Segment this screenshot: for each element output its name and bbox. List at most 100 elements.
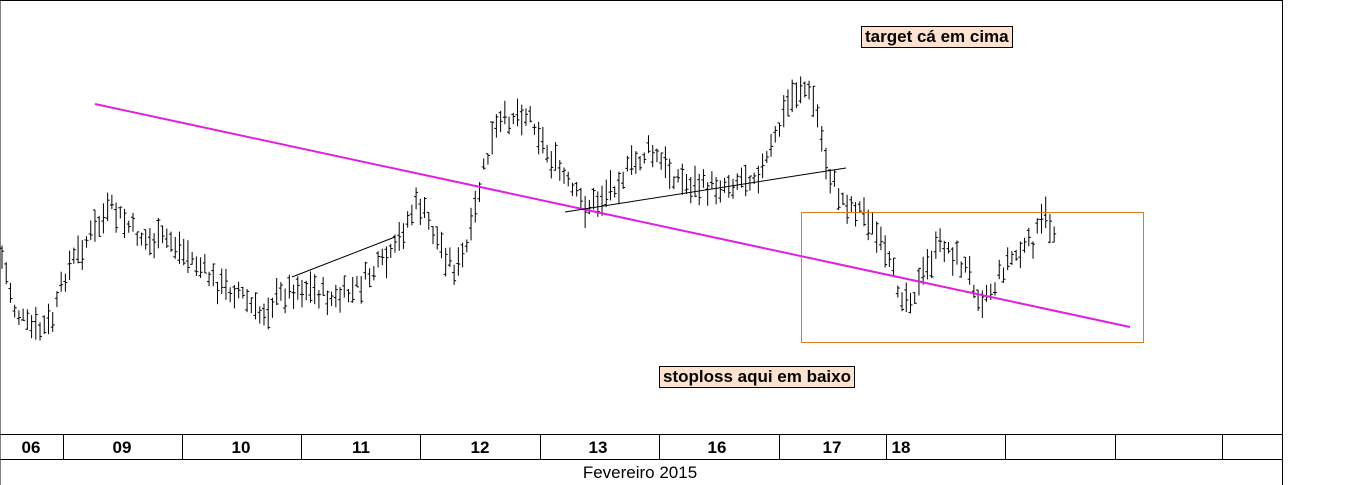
price-bar bbox=[84, 236, 89, 248]
price-bar bbox=[785, 89, 790, 117]
price-bar bbox=[342, 275, 347, 298]
price-bar bbox=[135, 231, 140, 246]
support-line-13-17 bbox=[564, 167, 847, 213]
price-bar bbox=[946, 242, 951, 254]
price-bar bbox=[274, 278, 279, 305]
price-bar bbox=[338, 287, 343, 313]
price-bar bbox=[1005, 247, 1010, 271]
price-bar bbox=[109, 194, 114, 210]
price-bar bbox=[540, 126, 545, 154]
price-bar bbox=[811, 85, 816, 117]
price-bar bbox=[249, 297, 254, 314]
price-bar bbox=[223, 268, 228, 300]
price-bar bbox=[845, 194, 850, 224]
price-bar bbox=[456, 247, 461, 276]
price-bar bbox=[21, 308, 26, 321]
price-bar bbox=[862, 197, 867, 227]
price-bar bbox=[621, 171, 626, 189]
price-bar bbox=[760, 153, 765, 179]
price-bar bbox=[925, 249, 930, 280]
month-label: Fevereiro 2015 bbox=[583, 463, 697, 482]
price-bar bbox=[536, 121, 541, 155]
price-bar bbox=[198, 257, 203, 279]
support-line-11 bbox=[291, 236, 396, 278]
price-bar bbox=[777, 122, 782, 137]
x-tick-label: 12 bbox=[471, 438, 490, 457]
price-bar bbox=[160, 225, 165, 244]
price-bar bbox=[604, 179, 609, 208]
main-downtrend-line bbox=[94, 103, 1131, 328]
price-bar bbox=[532, 123, 537, 135]
price-bar bbox=[883, 235, 888, 268]
price-bar bbox=[185, 240, 190, 273]
price-bar bbox=[169, 231, 174, 252]
price-bar bbox=[612, 186, 617, 198]
price-bar bbox=[874, 221, 879, 253]
price-bar bbox=[743, 164, 748, 197]
price-bar bbox=[895, 285, 900, 298]
price-bar bbox=[828, 169, 833, 194]
price-bar bbox=[435, 226, 440, 250]
price-bar bbox=[228, 287, 233, 303]
price-bar bbox=[608, 170, 613, 201]
price-bar bbox=[769, 133, 774, 157]
price-bar bbox=[300, 280, 305, 308]
chart-overlays bbox=[94, 103, 1144, 343]
price-bar bbox=[118, 206, 123, 219]
price-bar bbox=[832, 170, 837, 187]
x-tick-label: 13 bbox=[589, 438, 608, 457]
price-bar bbox=[12, 304, 17, 318]
price-bar bbox=[71, 247, 76, 264]
price-bar bbox=[447, 247, 452, 267]
price-bar bbox=[152, 233, 157, 259]
price-bar bbox=[295, 276, 300, 300]
price-bar bbox=[194, 256, 199, 276]
price-bar bbox=[798, 76, 803, 104]
price-bar bbox=[376, 251, 381, 268]
price-bar bbox=[714, 177, 719, 205]
price-bar bbox=[63, 273, 68, 292]
price-bar bbox=[266, 297, 271, 330]
price-bar bbox=[422, 197, 427, 219]
price-bar bbox=[511, 112, 516, 125]
x-tick-label: 17 bbox=[823, 438, 842, 457]
price-bar bbox=[950, 247, 955, 276]
price-bar bbox=[101, 203, 106, 234]
price-bar bbox=[904, 282, 909, 313]
price-bar bbox=[502, 100, 507, 125]
price-bar bbox=[156, 217, 161, 249]
price-bar bbox=[431, 226, 436, 245]
price-bar bbox=[312, 274, 317, 305]
price-bar bbox=[473, 190, 478, 223]
price-bar bbox=[367, 268, 372, 288]
price-bar bbox=[359, 276, 364, 304]
price-bar bbox=[287, 274, 292, 299]
price-bar bbox=[114, 202, 119, 233]
price-bar bbox=[426, 211, 431, 230]
price-bar bbox=[840, 192, 845, 206]
price-bar bbox=[54, 291, 59, 308]
price-bar bbox=[587, 199, 592, 215]
price-bar bbox=[384, 246, 389, 279]
price-bar bbox=[722, 177, 727, 193]
price-bar bbox=[388, 243, 393, 259]
range-box bbox=[801, 212, 1144, 343]
price-bar bbox=[976, 289, 981, 311]
price-bar bbox=[173, 236, 178, 259]
price-bar bbox=[921, 256, 926, 285]
price-bar bbox=[684, 173, 689, 195]
price-bar bbox=[1047, 213, 1052, 244]
price-bar bbox=[253, 292, 258, 320]
target-annotation: target cá em cima bbox=[861, 26, 1013, 48]
price-bar bbox=[215, 281, 220, 305]
price-bar bbox=[984, 284, 989, 302]
price-bar bbox=[143, 229, 148, 250]
price-bar bbox=[891, 257, 896, 277]
price-bar bbox=[469, 207, 474, 241]
price-bar bbox=[190, 251, 195, 265]
price-bar bbox=[963, 256, 968, 273]
x-tick-label: 06 bbox=[22, 438, 41, 457]
price-bar bbox=[997, 259, 1002, 280]
price-bar bbox=[481, 158, 486, 170]
